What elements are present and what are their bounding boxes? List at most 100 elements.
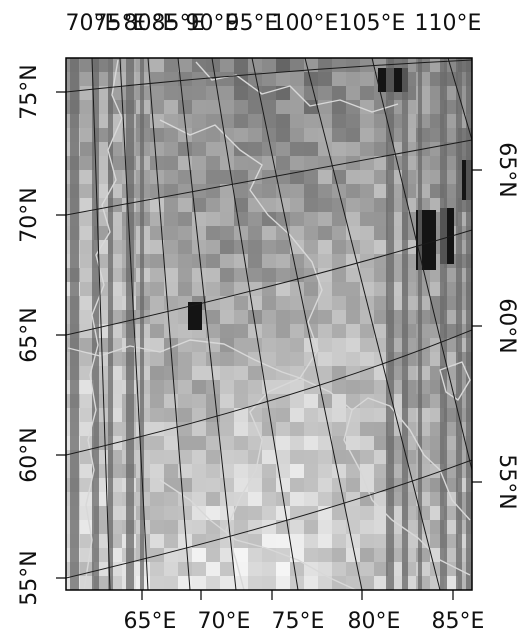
raster-cell: [318, 534, 333, 549]
raster-cell: [360, 198, 375, 213]
raster-cell: [206, 450, 221, 465]
raster-cell: [276, 562, 291, 577]
raster-cell: [150, 394, 165, 409]
raster-cell: [374, 212, 389, 227]
raster-cell: [360, 100, 375, 115]
raster-cell: [80, 268, 95, 283]
raster-cell: [318, 478, 333, 493]
raster-cell: [318, 212, 333, 227]
raster-cell: [346, 506, 361, 521]
raster-cell: [234, 394, 249, 409]
raster-cell: [150, 212, 165, 227]
meridian-line: [304, 58, 441, 590]
raster-cell: [262, 296, 277, 311]
raster-cell: [262, 142, 277, 157]
raster-cell: [318, 184, 333, 199]
raster-cell: [206, 310, 221, 325]
swath-gap-stripe: [108, 58, 113, 590]
raster-cell: [374, 338, 389, 353]
border-east: [299, 377, 471, 521]
raster-cell: [150, 492, 165, 507]
raster-cell: [318, 86, 333, 101]
raster-cell: [80, 226, 95, 241]
raster-cell: [290, 506, 305, 521]
swath-gap-stripe: [70, 58, 79, 590]
raster-cell: [332, 464, 347, 479]
raster-cell: [234, 58, 249, 73]
raster-cell: [360, 254, 375, 269]
raster-cell: [164, 212, 179, 227]
raster-cell: [304, 128, 319, 143]
raster-cell: [248, 212, 263, 227]
raster-cell: [150, 506, 165, 521]
raster-cell: [178, 478, 193, 493]
raster-cell: [276, 296, 291, 311]
raster-cell: [276, 282, 291, 297]
raster-cell: [444, 352, 459, 367]
raster-cell: [206, 492, 221, 507]
raster-cell: [164, 114, 179, 129]
raster-cell: [262, 212, 277, 227]
raster-cell: [304, 58, 319, 73]
raster-cell: [332, 156, 347, 171]
raster-cell: [206, 296, 221, 311]
raster-cell: [332, 534, 347, 549]
raster-cell: [290, 58, 305, 73]
raster-cell: [178, 548, 193, 563]
raster-cell: [290, 184, 305, 199]
raster-cell: [290, 422, 305, 437]
raster-cell: [374, 142, 389, 157]
raster-cell: [318, 254, 333, 269]
raster-cell: [178, 100, 193, 115]
bottom-label-75e: 75°E: [272, 609, 325, 634]
raster-cell: [80, 520, 95, 535]
raster-cell: [150, 520, 165, 535]
raster-cell: [164, 142, 179, 157]
raster-cell: [346, 408, 361, 423]
raster-cell: [374, 380, 389, 395]
raster-cell: [304, 394, 319, 409]
raster-cell: [220, 86, 235, 101]
raster-cell: [346, 142, 361, 157]
raster-cell: [150, 380, 165, 395]
raster-cell: [360, 450, 375, 465]
raster-cell: [178, 352, 193, 367]
raster-cell: [290, 114, 305, 129]
left-label-70n: 70°N: [17, 187, 42, 242]
raster-cell: [360, 352, 375, 367]
raster-cell: [332, 100, 347, 115]
raster-cell: [318, 226, 333, 241]
raster-cell: [80, 254, 95, 269]
raster-cell: [304, 408, 319, 423]
raster-cell: [360, 72, 375, 87]
raster-cell: [318, 310, 333, 325]
raster-cell: [150, 310, 165, 325]
raster-cell: [206, 170, 221, 185]
raster-cell: [262, 86, 277, 101]
raster-cell: [332, 282, 347, 297]
raster-cell: [332, 562, 347, 577]
raster-cell: [248, 534, 263, 549]
swath-gap-stripe: [92, 58, 99, 590]
parallel-line: [66, 459, 472, 579]
raster-cell: [332, 226, 347, 241]
raster-cell: [318, 422, 333, 437]
raster-cell: [248, 226, 263, 241]
raster-cell: [346, 114, 361, 129]
top-label-110e: 110°E: [415, 11, 482, 36]
raster-cell: [178, 436, 193, 451]
raster-cell: [304, 534, 319, 549]
raster-cell: [248, 436, 263, 451]
raster-cell: [164, 128, 179, 143]
raster-cell: [360, 506, 375, 521]
raster-cell: [318, 548, 333, 563]
border-south-horizontal: [67, 339, 301, 379]
raster-cell: [444, 450, 459, 465]
raster-cell: [332, 422, 347, 437]
raster-cell: [178, 366, 193, 381]
bottom-label-70e: 70°E: [198, 609, 251, 634]
raster-cell: [290, 534, 305, 549]
raster-cell: [80, 240, 95, 255]
raster-cell: [318, 464, 333, 479]
raster-cell: [360, 408, 375, 423]
